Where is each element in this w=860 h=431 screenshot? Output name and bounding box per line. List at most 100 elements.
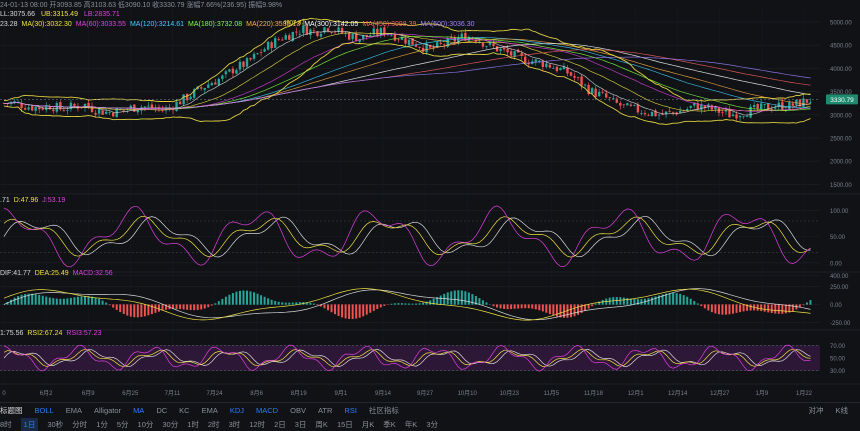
candle-body [407, 39, 411, 45]
toolbar-right-item[interactable]: K线 [835, 405, 848, 415]
macd-bar [210, 304, 213, 306]
candle-body [189, 96, 192, 100]
candle-body [393, 34, 397, 41]
macd-bar [140, 304, 143, 318]
macd-bar [474, 296, 477, 305]
period-tab[interactable]: 30分 [162, 419, 179, 429]
candle-body [73, 103, 76, 106]
indicator-tab[interactable]: EMA [65, 405, 82, 415]
candle-body [622, 104, 626, 106]
candle-body [791, 103, 795, 106]
period-tab[interactable]: 15日 [336, 419, 353, 429]
macd_legend-legend-item: DEA:25.49 [34, 270, 69, 277]
period-tab[interactable]: 10分 [137, 419, 154, 429]
indicator-tab[interactable]: KC [179, 405, 190, 415]
macd-bar [207, 304, 210, 308]
macd-bar [651, 297, 653, 305]
x-tick-label: 0 [2, 391, 6, 397]
candle-body [242, 61, 245, 67]
macd-bar [362, 304, 365, 317]
indicator-tab[interactable]: 标题图 [0, 405, 23, 415]
macd-bar [594, 303, 597, 305]
macd-bar [566, 304, 569, 318]
candle-body [435, 42, 439, 48]
period-tab[interactable]: 月K [361, 419, 375, 429]
candle-body [802, 98, 805, 108]
period-tab[interactable]: 年K [404, 419, 418, 429]
indicator-tab[interactable]: BOLL [34, 405, 54, 415]
macd-bar [298, 302, 301, 305]
candle-body [520, 53, 523, 56]
candle-body [210, 83, 213, 86]
indicator-tab[interactable]: OBV [290, 405, 306, 415]
period-tab[interactable]: 1日 [20, 417, 39, 431]
period-tab[interactable]: 30秒 [47, 419, 64, 429]
period-tab[interactable]: 2日 [274, 419, 286, 429]
macd-bar [541, 304, 544, 312]
period-tab[interactable]: 3分 [426, 419, 438, 429]
candle-body [724, 109, 728, 112]
macd-bar [471, 294, 474, 305]
chart-canvas[interactable]: 1500.00 2000.00 2500.00 3000.00 3500.00 4000.… [0, 0, 860, 402]
macd-bar [707, 304, 710, 311]
candle-body [319, 33, 323, 37]
macd-bar [524, 304, 527, 309]
macd-bar [735, 304, 738, 313]
candle-body [94, 112, 97, 115]
macd-bar [746, 304, 749, 311]
macd-bar [732, 304, 734, 314]
macd-bar [439, 295, 442, 305]
indicator-tab[interactable]: EMA [201, 405, 218, 415]
period-tab[interactable]: 8时 [0, 419, 12, 429]
indicator-tab[interactable]: MACD [256, 405, 279, 415]
macd-bar [295, 302, 298, 305]
candle-body [281, 39, 284, 41]
macd-bar [555, 304, 558, 317]
indicator-tab[interactable]: Alligator [93, 405, 122, 415]
indicator-tab[interactable]: 社区指标 [368, 405, 399, 415]
candle-body [576, 77, 580, 78]
period-tab[interactable]: 2时 [207, 419, 220, 429]
candle-body [446, 38, 449, 47]
period-tab[interactable]: 5分 [116, 419, 129, 429]
macd-bar [263, 296, 266, 305]
period-tab[interactable]: 3时 [228, 419, 241, 429]
period-tab[interactable]: 12时 [249, 419, 266, 429]
candle-body [460, 33, 464, 38]
period-tab[interactable]: 分时 [72, 419, 88, 429]
indicator-tab[interactable]: DC [156, 405, 168, 415]
candle-body [305, 25, 309, 35]
macd-bar [186, 304, 189, 310]
macd-bar [686, 296, 689, 305]
candle-body [728, 109, 731, 118]
macd-bar [520, 304, 523, 309]
candle-body [178, 101, 182, 105]
macd-bar [408, 303, 410, 305]
candle-body [326, 28, 330, 32]
period-tab[interactable]: 1时 [187, 419, 199, 429]
candle-body [217, 78, 221, 86]
macd-bar [672, 292, 675, 305]
macd-bar [59, 298, 62, 305]
candle-body [421, 47, 425, 52]
indicator-tab[interactable]: MA [133, 405, 145, 415]
macd-bar [548, 304, 551, 315]
candle-body [221, 75, 224, 79]
period-tab[interactable]: 季K [383, 419, 396, 429]
candle-body [689, 105, 692, 108]
candle-body [38, 107, 41, 110]
toolbar-right-item[interactable]: 对冲 [808, 405, 824, 415]
indicator-tab[interactable]: RSI [344, 405, 357, 415]
period-tab[interactable]: 周K [315, 419, 328, 429]
boll-legend: LL:3075.66 UB:3315.49 LB:2835.71 [0, 11, 124, 18]
x-tick-label: 12月1 [628, 390, 645, 397]
candle-body [562, 66, 566, 70]
indicator-tab[interactable]: KDJ [229, 405, 245, 415]
candle-body [347, 33, 351, 40]
period-tab[interactable]: 1分 [96, 419, 108, 429]
period-tab[interactable]: 3日 [294, 419, 307, 429]
macd-bar [517, 304, 520, 309]
indicator-tab[interactable]: ATR [317, 405, 333, 415]
kdj_legend-legend-item: J:53.19 [42, 197, 66, 204]
candle-body [552, 67, 555, 69]
